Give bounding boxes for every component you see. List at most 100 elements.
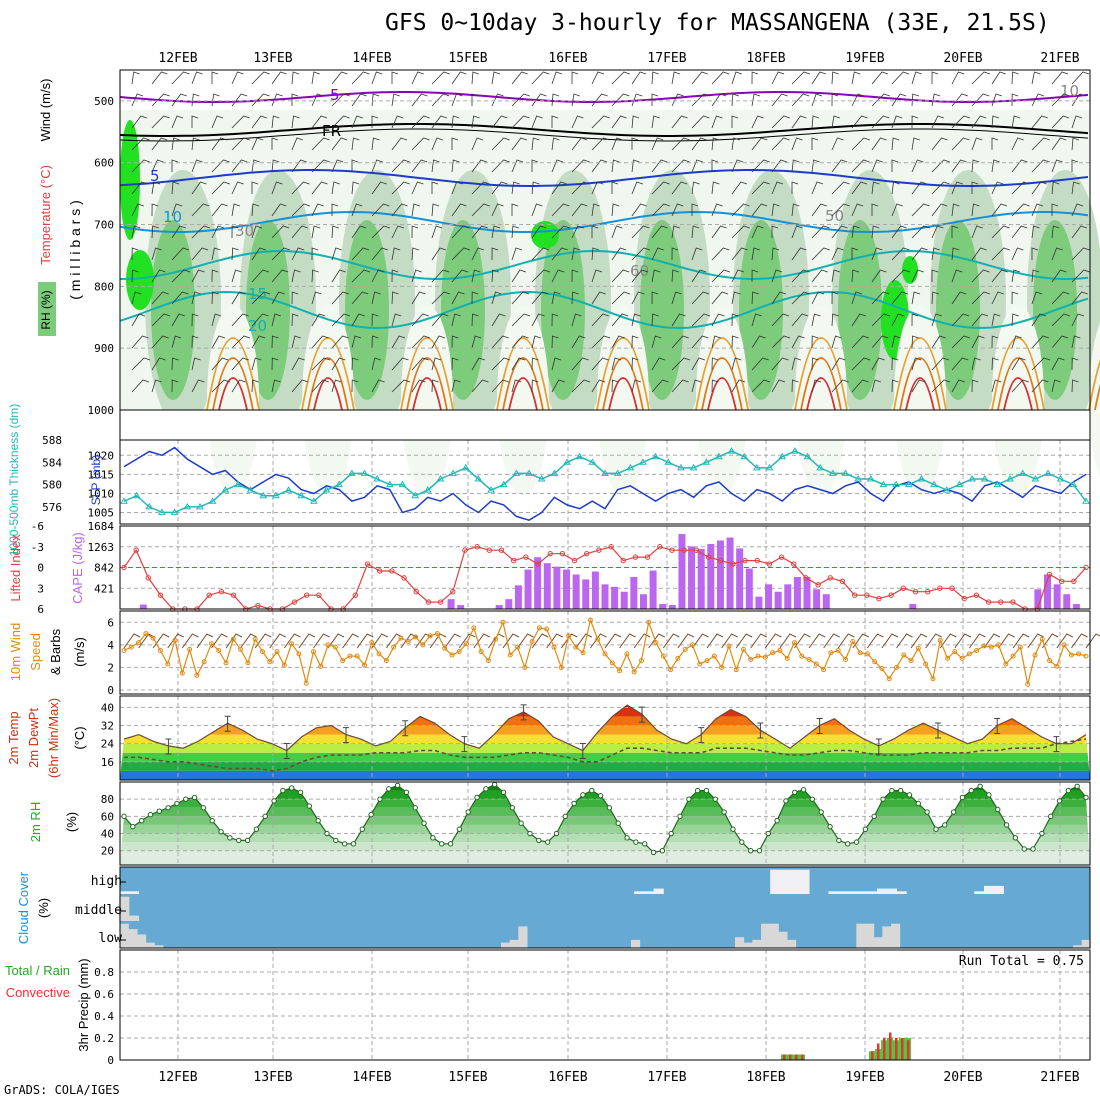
wind-barb [171, 225, 187, 239]
rh-point [1030, 846, 1036, 852]
slp-tick-label: 1020 [88, 449, 115, 462]
rh-point [995, 806, 1001, 813]
wind-barb [1051, 313, 1071, 327]
wind-barb [411, 181, 424, 195]
cape-bar [139, 604, 147, 609]
cape-bar [534, 557, 542, 609]
wind-barb [631, 247, 651, 261]
rh-point [297, 789, 304, 796]
wind-barb [151, 115, 170, 129]
wind-speed-point [923, 661, 929, 667]
wind-barb [991, 269, 1008, 283]
wind-barb [351, 247, 370, 261]
slp-thickness-panel [120, 440, 1090, 524]
rh-point [712, 796, 719, 802]
wind-barb [311, 269, 319, 283]
wind-barb [351, 335, 362, 349]
wind-barb [751, 357, 769, 371]
wind-barb [531, 71, 550, 85]
wind-barb [471, 291, 479, 305]
wind-barb [971, 313, 989, 327]
wind-barb [551, 137, 560, 151]
cloud-bar-low [873, 937, 883, 948]
lifted-index-point [778, 554, 785, 560]
lifted-index-point [401, 575, 407, 581]
thickness-point [765, 463, 774, 471]
wind-barb [411, 291, 426, 305]
wind-barb [531, 247, 550, 261]
isotherm-5 [119, 169, 1089, 187]
wind-barb [431, 181, 439, 194]
cape-bar [1063, 594, 1071, 609]
wind-barb [1051, 335, 1069, 349]
cloud-bar-low [735, 937, 745, 948]
wind-barb [431, 379, 439, 393]
wind-barb [1071, 357, 1079, 371]
lifted-index-point [827, 575, 833, 581]
rh-band [120, 790, 1090, 800]
lifted-index-point [584, 550, 590, 557]
rh-point [456, 826, 463, 832]
warm-contour [701, 357, 743, 411]
wind-barb [531, 335, 541, 349]
wind-barb [711, 357, 719, 371]
wind-barb [991, 335, 999, 349]
wind-barb [531, 269, 551, 283]
wind-speed-point [493, 636, 499, 642]
wind-barb [971, 357, 981, 371]
wind-barb [471, 225, 488, 239]
wind-speed-point [1061, 642, 1067, 648]
rh-point [862, 826, 869, 832]
thickness-point [360, 469, 369, 476]
wind-barb [491, 159, 510, 173]
wind-barb [811, 159, 820, 173]
wind-barb [591, 93, 608, 107]
wind-speed-point [551, 644, 557, 650]
wind-barb [771, 335, 791, 349]
surface-wind-barb [327, 633, 345, 649]
wind-barb [331, 159, 344, 173]
date-label-top: 21FEB [1040, 51, 1079, 66]
wind-speed-point [398, 635, 404, 641]
cloud-bar-middle [128, 915, 140, 921]
wind-barb [931, 203, 948, 217]
warm-contour [496, 337, 550, 411]
precip-total-label: Total / Rain [5, 963, 70, 978]
wind-barb [591, 181, 604, 195]
wind-barb [951, 203, 960, 217]
wind-speed-point [952, 649, 958, 655]
wind-barb [831, 247, 844, 261]
wind-barb [651, 159, 668, 173]
cape-bar [716, 540, 724, 609]
thickness-point [828, 469, 837, 476]
wind-barb [611, 137, 623, 151]
wind-barb [571, 225, 584, 239]
wind-barb [711, 137, 720, 151]
wind-speed-point [405, 638, 411, 644]
wind-barb [751, 247, 761, 261]
cape-bar [601, 584, 609, 609]
wind-speed-point [536, 625, 542, 631]
wind-barb [711, 335, 721, 349]
temperature-band [120, 752, 1090, 762]
dry-column [696, 305, 748, 495]
wind-barb [451, 93, 463, 107]
wind-speed-point [354, 653, 360, 659]
thickness-point [309, 497, 318, 504]
wind-barb [891, 313, 905, 327]
minmax-whisker [1053, 736, 1060, 753]
wind-barb [931, 357, 950, 371]
wind-barb [411, 379, 426, 393]
wind-barb [911, 71, 922, 85]
wind-barb [831, 203, 850, 217]
rh-tick-label: 80 [101, 793, 114, 806]
wind-barb [911, 203, 930, 217]
rh-point [412, 805, 418, 811]
wind-barb [551, 379, 565, 393]
wind-speed-point [259, 649, 265, 655]
wind-barb [791, 181, 799, 194]
wind-barb [1051, 71, 1069, 85]
wind-speed-point [500, 619, 506, 625]
rh-point [792, 789, 798, 796]
wind-axis-label-4: (m/s) [72, 637, 87, 667]
